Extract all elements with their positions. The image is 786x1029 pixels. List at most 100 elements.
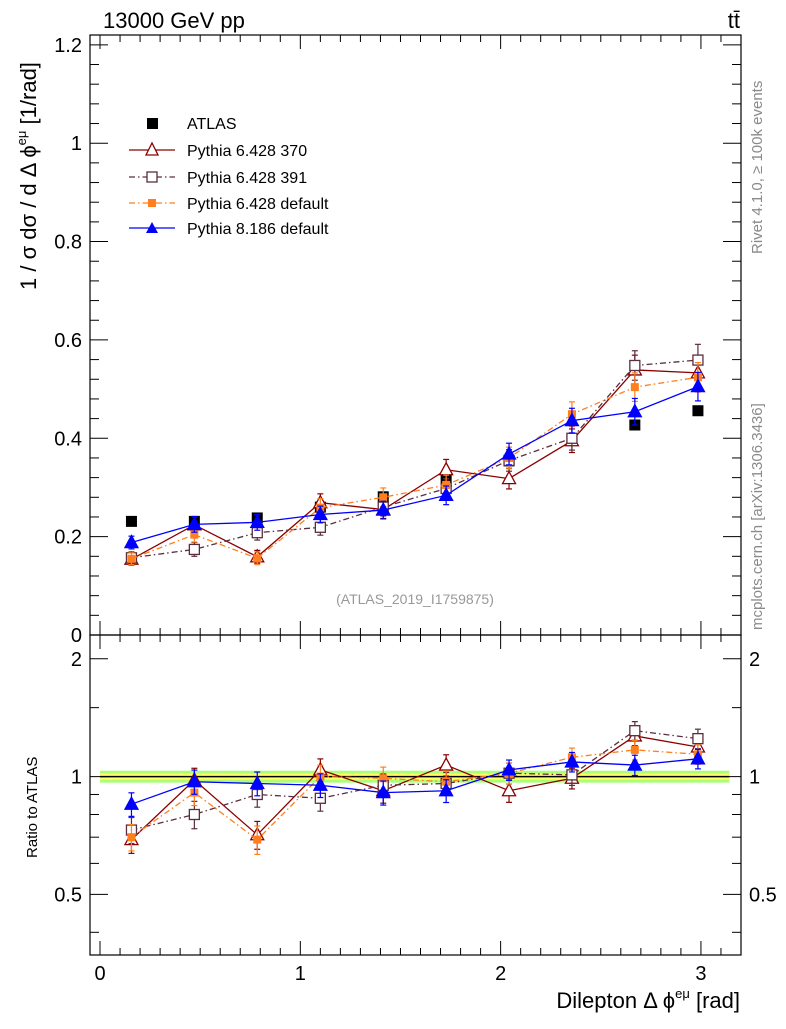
ratio-point-pythia-6-428-370 [501, 782, 517, 797]
y-tick-label-ratio-left: 0.5 [54, 884, 82, 906]
y-tick-label-ratio-right: 0.5 [749, 884, 777, 906]
ratio-point-pythia-8-186-default [123, 795, 140, 810]
data-point-pythia-6-428-default [127, 554, 136, 563]
y-axis-label: 1 / σ dσ / d Δ ϕeμ [1/rad] [14, 62, 41, 290]
data-point-pythia-8-186-default [312, 506, 328, 521]
ratio-uncertainty-band [100, 770, 730, 783]
x-tick-label: 1 [295, 963, 306, 985]
legend-entry-pythia-6428-default: Pythia 6.428 default [129, 196, 329, 213]
ratio-plot-frame [89, 634, 742, 956]
ratio-point-pythia-8-186-default [501, 761, 517, 776]
x-tick-label: 2 [495, 963, 506, 985]
y-axis-label-main: 1 / σ dσ / d Δ ϕ [16, 145, 41, 290]
data-point-pythia-6-428-391 [566, 432, 578, 444]
y-axis-label-unit: [1/rad] [16, 62, 41, 124]
data-point-pythia-6-428-391 [629, 359, 641, 372]
legend-marker-atlas [147, 118, 158, 129]
y-tick-label-main: 1 [71, 133, 82, 155]
mcplots-label: mcplots.cern.ch [arXiv:1306.3436] [749, 403, 766, 630]
data-point-pythia-8-186-default [375, 501, 391, 516]
ratio-line-pythia-6-428-391 [131, 729, 699, 831]
legend: ATLAS Pythia 6.428 370 Pythia 6.428 391 … [129, 116, 329, 238]
data-point-pythia-8-186-default [249, 514, 265, 529]
legend-marker-pythia-8186-default [146, 222, 158, 233]
legend-marker-pythia-6428-391 [146, 171, 158, 183]
ratio-line-pythia-6-428-default [131, 749, 698, 841]
y-tick-label-main: 0 [71, 625, 82, 647]
ratio-point-pythia-6-428-default [379, 774, 388, 783]
x-axis-label: Dilepton Δ ϕeμ [rad] [556, 986, 740, 1013]
data-point-pythia-6-428-default [190, 530, 199, 539]
series-line-pythia-6-428-391 [131, 359, 698, 559]
energy-label: 13000 GeV pp [103, 8, 245, 33]
series-line-pythia-8-186-default [131, 386, 699, 544]
ratio-point-pythia-8-186-default [375, 784, 391, 799]
ratio-line-pythia-6-428-370 [131, 735, 699, 841]
ratio-point-pythia-8-186-default [564, 753, 580, 768]
data-point-pythia-8-186-default [501, 445, 517, 460]
data-point-pythia-8-186-default [564, 412, 580, 427]
y-tick-label-main: 1.2 [54, 35, 82, 57]
y-tick-label-main: 0.4 [54, 428, 82, 450]
process-label: tt̄ [728, 8, 740, 33]
data-point-pythia-6-428-391 [314, 521, 327, 533]
data-point-pythia-8-186-default [627, 403, 643, 418]
y-tick-label-ratio-left: 2 [71, 649, 82, 671]
ratio-point-pythia-8-186-default [690, 750, 706, 765]
data-point-pythia-6-428-default [253, 554, 262, 563]
data-point-pythia-8-186-default [123, 534, 140, 549]
x-axis-label-unit: [rad] [696, 988, 740, 1013]
y-tick-label-main: 0.6 [54, 330, 82, 352]
legend-entry-pythia-6428-391: Pythia 6.428 391 [129, 170, 307, 187]
data-point-pythia-6-428-default [442, 481, 451, 489]
ratio-y-axis-label: Ratio to ATLAS [24, 757, 41, 858]
main-plot-series [123, 343, 706, 566]
ratio-point-pythia-6-428-391 [188, 808, 201, 821]
legend-label-pythia-6428-370: Pythia 6.428 370 [187, 143, 307, 160]
legend-entry-atlas: ATLAS [147, 116, 237, 133]
legend-label-pythia-6428-default: Pythia 6.428 default [187, 196, 329, 213]
data-point-pythia-6-428-default [379, 493, 388, 502]
ratio-plot-series [123, 721, 706, 856]
legend-entry-pythia-8186-default: Pythia 8.186 default [129, 221, 329, 238]
legend-entry-pythia-6428-370: Pythia 6.428 370 [129, 141, 307, 160]
series-line-pythia-6-428-default [131, 376, 699, 560]
data-point-pythia-6-428-370 [501, 470, 517, 485]
x-axis-label-prefix: Dilepton [556, 988, 637, 1013]
data-point-pythia-8-186-default [690, 378, 706, 393]
x-tick-label: 3 [695, 963, 706, 985]
y-axis-label-sup: eμ [14, 131, 29, 146]
ratio-point-pythia-8-186-default [249, 775, 265, 790]
y-tick-label-main: 0.2 [54, 527, 82, 549]
data-point-pythia-6-428-391 [188, 543, 201, 556]
axes: 0 1 2 3 0 0.2 0.4 0.6 0.8 1 1.2 0.5 0.5 1 1 2 2 [54, 35, 777, 985]
ratio-point-pythia-8-186-default [312, 776, 328, 791]
ratio-point-pythia-8-186-default [186, 773, 202, 788]
ratio-point-pythia-6-428-391 [692, 732, 704, 745]
legend-marker-pythia-6428-370 [144, 141, 160, 156]
ratio-line-pythia-8-186-default [131, 758, 698, 805]
data-point-atlas [692, 405, 704, 417]
ratio-point-pythia-6-428-default [630, 745, 639, 754]
ratio-point-pythia-6-428-391 [629, 725, 641, 737]
legend-label-atlas: ATLAS [187, 116, 237, 133]
analysis-label: (ATLAS_2019_I1759875) [336, 591, 494, 607]
ratio-point-pythia-8-186-default [627, 756, 643, 771]
x-axis-label-symbol: Δ ϕ [643, 988, 675, 1013]
ratio-point-pythia-6-428-default [253, 835, 262, 844]
legend-label-pythia-6428-391: Pythia 6.428 391 [187, 170, 307, 187]
y-tick-label-ratio-right: 1 [749, 767, 760, 789]
y-tick-label-main: 0.8 [54, 232, 82, 254]
ratio-point-pythia-6-428-default [127, 833, 136, 842]
y-tick-label-ratio-left: 1 [71, 767, 82, 789]
series-line-pythia-6-428-370 [131, 369, 698, 560]
legend-marker-pythia-6428-default [148, 199, 156, 207]
y-tick-label-ratio-right: 2 [749, 649, 760, 671]
legend-label-pythia-8186-default: Pythia 8.186 default [187, 221, 329, 238]
x-axis-label-sup: eμ [675, 986, 690, 1001]
ratio-point-pythia-8-186-default [438, 782, 454, 797]
data-point-atlas [125, 515, 137, 527]
data-point-pythia-6-428-370 [438, 461, 454, 476]
data-point-pythia-6-428-default [630, 383, 639, 392]
